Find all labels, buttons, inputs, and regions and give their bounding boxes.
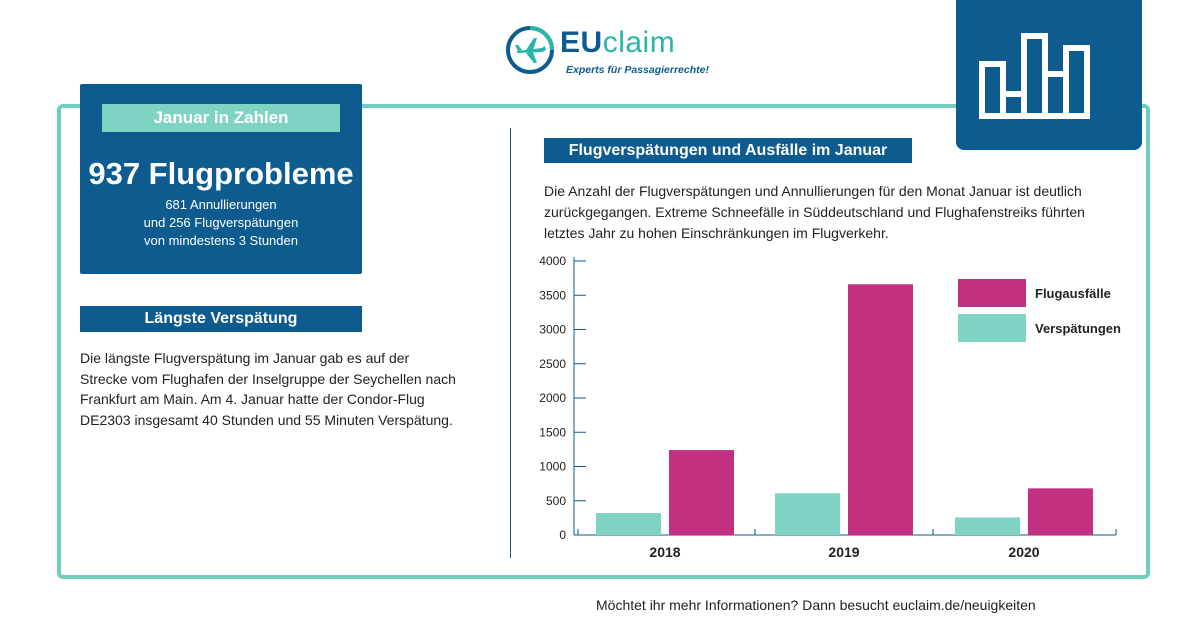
content-frame — [57, 104, 1150, 579]
stats-line-3: von mindestens 3 Stunden — [144, 233, 298, 248]
legend-swatch — [958, 314, 1026, 342]
y-tick-label: 500 — [546, 494, 566, 508]
longest-delay-label: Längste Verspätung — [80, 306, 362, 332]
stats-headline: 937 Flugprobleme — [88, 156, 354, 191]
legend-label: Verspätungen — [1035, 321, 1121, 336]
longest-delay-text: Die längste Flugverspätung im Januar gab… — [80, 350, 456, 428]
bar-flugausfälle-2020 — [1028, 488, 1093, 535]
y-tick-label: 0 — [559, 528, 566, 542]
euclaim-logo[interactable]: EUclaim Experts für Passagierrechte! — [504, 22, 709, 84]
x-tick-label: 2019 — [828, 544, 859, 560]
chart-heading: Flugverspätungen und Ausfälle im Januar — [544, 138, 912, 163]
y-tick-label: 3000 — [539, 323, 566, 337]
plane-logo-icon — [506, 26, 554, 74]
stats-line-1: 681 Annullierungen — [165, 197, 277, 212]
bar-flugausfälle-2018 — [669, 450, 734, 535]
y-tick-label: 2500 — [539, 357, 566, 371]
bar-verspätungen-2020 — [955, 517, 1020, 535]
y-tick-label: 2000 — [539, 391, 566, 405]
bar-chart: 0 500 1000 1500 2000 2500 3000 3500 4000 2018 2019… — [539, 254, 1121, 560]
y-tick-label: 1000 — [539, 460, 566, 474]
logo-wordmark: EUclaim — [560, 26, 676, 59]
stats-label: Januar in Zahlen — [102, 104, 340, 132]
stats-box: Januar in Zahlen 937 Flugprobleme 681 An… — [80, 84, 362, 274]
y-tick-label: 1500 — [539, 425, 566, 439]
bar-verspätungen-2019 — [775, 493, 840, 535]
footer-text[interactable]: Möchtet ihr mehr Informationen? Dann bes… — [596, 597, 1036, 613]
y-tick-label: 4000 — [539, 254, 566, 268]
x-tick-label: 2018 — [649, 544, 680, 560]
legend-swatch — [958, 279, 1026, 307]
stats-line-2: und 256 Flugverspätungen — [143, 215, 299, 230]
bar-chart-icon — [979, 33, 1090, 119]
section-divider — [510, 128, 511, 558]
logo-tagline: Experts für Passagierrechte! — [566, 64, 709, 76]
chart-badge — [956, 0, 1142, 150]
chart-description: Die Anzahl der Flugverspätungen und Annu… — [544, 183, 1085, 241]
bar-verspätungen-2018 — [596, 513, 661, 535]
y-tick-label: 3500 — [539, 288, 566, 302]
bar-flugausfälle-2019 — [848, 284, 913, 535]
legend-label: Flugausfälle — [1035, 286, 1111, 301]
x-tick-label: 2020 — [1008, 544, 1039, 560]
